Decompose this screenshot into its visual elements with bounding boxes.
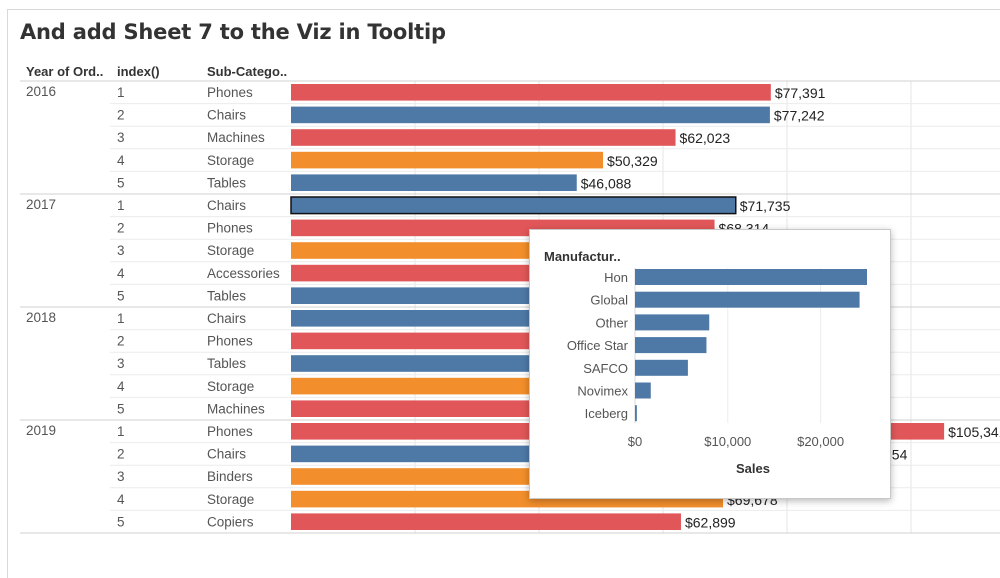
subcategory-label: Chairs: [207, 198, 246, 213]
subcategory-label: Tables: [207, 356, 246, 371]
bar-value-label: $105,341: [948, 424, 1000, 440]
bar: [291, 84, 771, 101]
index-label: 5: [117, 401, 125, 416]
tooltip-bar: [635, 314, 710, 331]
bar-value-label: $62,023: [680, 130, 731, 146]
tooltip-title: Manufactur..: [544, 249, 621, 264]
subcategory-label: Chairs: [207, 447, 246, 462]
bar-value-label: $50,329: [607, 153, 658, 169]
index-label: 3: [117, 356, 125, 371]
index-label: 5: [117, 514, 125, 529]
index-label: 4: [117, 153, 125, 168]
subcategory-label: Phones: [207, 85, 253, 100]
index-label: 1: [117, 198, 125, 213]
index-label: 4: [117, 379, 125, 394]
tooltip-tick-label: $10,000: [704, 434, 751, 449]
bar: [291, 129, 676, 146]
index-label: 5: [117, 175, 125, 190]
tooltip-category-label: Hon: [604, 270, 628, 285]
subcategory-label: Binders: [207, 469, 253, 484]
year-label: 2018: [26, 310, 56, 325]
index-label: 2: [117, 334, 125, 349]
year-label: 2017: [26, 197, 56, 212]
subcategory-label: Tables: [207, 288, 246, 303]
year-label: 2019: [26, 423, 56, 438]
index-label: 2: [117, 221, 125, 236]
tooltip-bar: [635, 269, 867, 285]
tooltip-tick-label: $0: [628, 434, 642, 449]
subcategory-label: Phones: [207, 334, 253, 349]
sheet-title: And add Sheet 7 to the Viz in Tooltip: [20, 20, 446, 44]
bar-value-label: $77,391: [775, 85, 826, 101]
index-label: 1: [117, 424, 125, 439]
tooltip-axis-title: Sales: [736, 461, 770, 476]
tooltip-bar: [635, 405, 637, 422]
bar: [290, 196, 737, 215]
tooltip-bar: [635, 359, 688, 376]
bar: [291, 513, 681, 530]
index-label: 1: [117, 311, 125, 326]
bar-value-label: $46,088: [581, 175, 632, 191]
subcategory-label: Phones: [207, 424, 253, 439]
index-label: 4: [117, 266, 125, 281]
subcategory-label: Storage: [207, 243, 254, 258]
subcategory-label: Accessories: [207, 266, 280, 281]
tooltip-category-label: Iceberg: [585, 406, 628, 421]
tooltip-bar: [635, 382, 651, 399]
subcategory-label: Tables: [207, 175, 246, 190]
tooltip-tick-label: $20,000: [797, 434, 844, 449]
bar-value-label: $62,899: [685, 514, 736, 530]
subcategory-header[interactable]: Sub-Catego..: [207, 64, 288, 79]
index-label: 1: [117, 85, 125, 100]
index-label: 5: [117, 288, 125, 303]
index-label: 4: [117, 492, 125, 507]
index-label: 3: [117, 469, 125, 484]
manufacturer-chart: Manufactur.. Hon Global Other Office Star SAF…: [544, 249, 867, 476]
tooltip-category-label: SAFCO: [583, 361, 628, 376]
bar-value-label: $77,242: [774, 108, 825, 124]
subcategory-label: Chairs: [207, 108, 246, 123]
tooltip-category-label: Global: [590, 293, 628, 308]
index-label: 2: [117, 447, 125, 462]
tooltip-bar: [635, 337, 707, 354]
subcategory-label: Storage: [207, 379, 254, 394]
tooltip-category-label: Novimex: [577, 384, 628, 399]
subcategory-label: Storage: [207, 153, 254, 168]
bar: [291, 287, 533, 304]
tooltip-category-label: Other: [595, 315, 628, 330]
year-label: 2016: [26, 84, 56, 99]
subcategory-label: Phones: [207, 221, 253, 236]
tooltip-category-label: Office Star: [567, 338, 629, 353]
bar: [291, 151, 604, 169]
index-label: 2: [117, 108, 125, 123]
bar: [291, 174, 577, 191]
subcategory-label: Machines: [207, 130, 265, 145]
bar: [291, 106, 770, 124]
index-header[interactable]: index(): [117, 64, 160, 79]
index-label: 3: [117, 130, 125, 145]
subcategory-label: Chairs: [207, 311, 246, 326]
index-label: 3: [117, 243, 125, 258]
subcategory-label: Machines: [207, 401, 265, 416]
subcategory-label: Storage: [207, 492, 254, 507]
bar-value-label: $71,735: [740, 198, 791, 214]
year-header[interactable]: Year of Ord..: [26, 64, 104, 79]
subcategory-label: Copiers: [207, 514, 254, 529]
viz-tooltip: Manufactur.. Hon Global Other Office Star SAF…: [529, 229, 891, 499]
tooltip-bar: [635, 291, 860, 308]
